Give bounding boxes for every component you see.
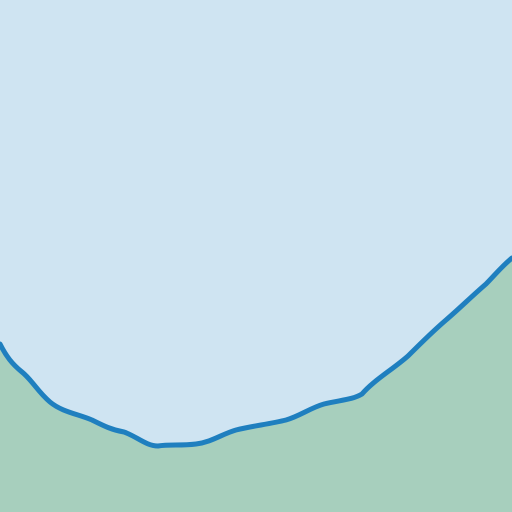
land-area <box>0 258 512 512</box>
shoreline-path <box>0 255 512 449</box>
